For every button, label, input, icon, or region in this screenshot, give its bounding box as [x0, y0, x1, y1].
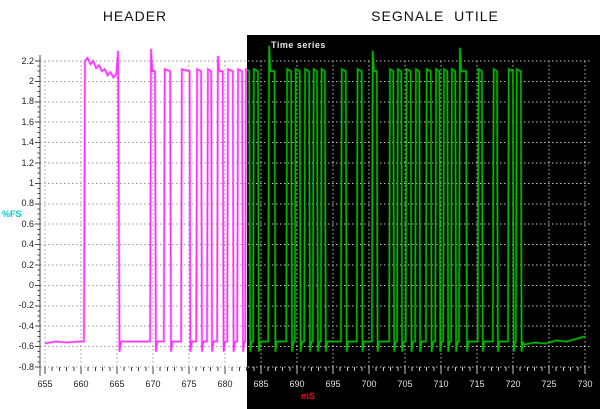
x-tick-label: 675: [181, 379, 197, 389]
x-ticks-on-white: [44, 367, 247, 374]
x-axis-unit-label: mS: [301, 391, 316, 401]
x-tick-label: 685: [253, 379, 269, 389]
y-tick-label: 0: [28, 279, 34, 290]
y-tick-label: 2.2: [21, 55, 34, 66]
x-tick-label: 720: [505, 379, 521, 389]
time-series-label: Time series: [271, 40, 326, 50]
utile-trace-line: [247, 45, 586, 352]
x-tick-label: 705: [397, 379, 413, 389]
y-tick-label: 1.4: [21, 137, 34, 148]
y-tick-label: -0.6: [18, 341, 34, 352]
header-title: HEADER: [102, 8, 168, 24]
x-tick-label: 660: [73, 379, 89, 389]
x-tick-label: 715: [469, 379, 485, 389]
x-tick-label: 710: [433, 379, 449, 389]
y-tick-label: 0.4: [21, 239, 34, 250]
x-tick-label: 690: [289, 379, 305, 389]
y-tick-label: 1.8: [21, 96, 34, 107]
y-tick-label: 0.6: [21, 218, 34, 229]
y-axis: [35, 55, 41, 376]
grid-on-black: [247, 60, 592, 368]
utile-title: SEGNALE UTILE: [371, 8, 499, 24]
x-tick-label: 665: [109, 379, 125, 389]
y-tick-label: 0.8: [21, 198, 34, 209]
x-tick-label: 695: [325, 379, 341, 389]
x-tick-label: 700: [361, 379, 377, 389]
grid-on-white: [40, 60, 247, 368]
x-tick-label: 730: [577, 379, 593, 389]
header-trace: [44, 48, 247, 352]
utile-trace: [247, 45, 586, 352]
y-tick-label: 2: [28, 75, 34, 86]
x-tick-label: 725: [541, 379, 557, 389]
x-tick-label: 680: [217, 379, 233, 389]
y-tick-label: -0.8: [18, 361, 34, 372]
y-tick-label: 1.2: [21, 157, 34, 168]
header-trace-line: [44, 48, 247, 352]
x-tick-label: 655: [37, 379, 53, 389]
y-tick-label: -0.4: [18, 320, 34, 331]
x-tick-label: 670: [145, 379, 161, 389]
y-tick-label: 0.2: [21, 259, 34, 270]
y-tick-label: 1: [28, 177, 34, 188]
x-ticks-on-black: [247, 367, 586, 374]
y-tick-label: -0.2: [18, 300, 34, 311]
y-axis-unit-label: %FS: [2, 209, 22, 219]
y-tick-label: 1.6: [21, 116, 34, 127]
